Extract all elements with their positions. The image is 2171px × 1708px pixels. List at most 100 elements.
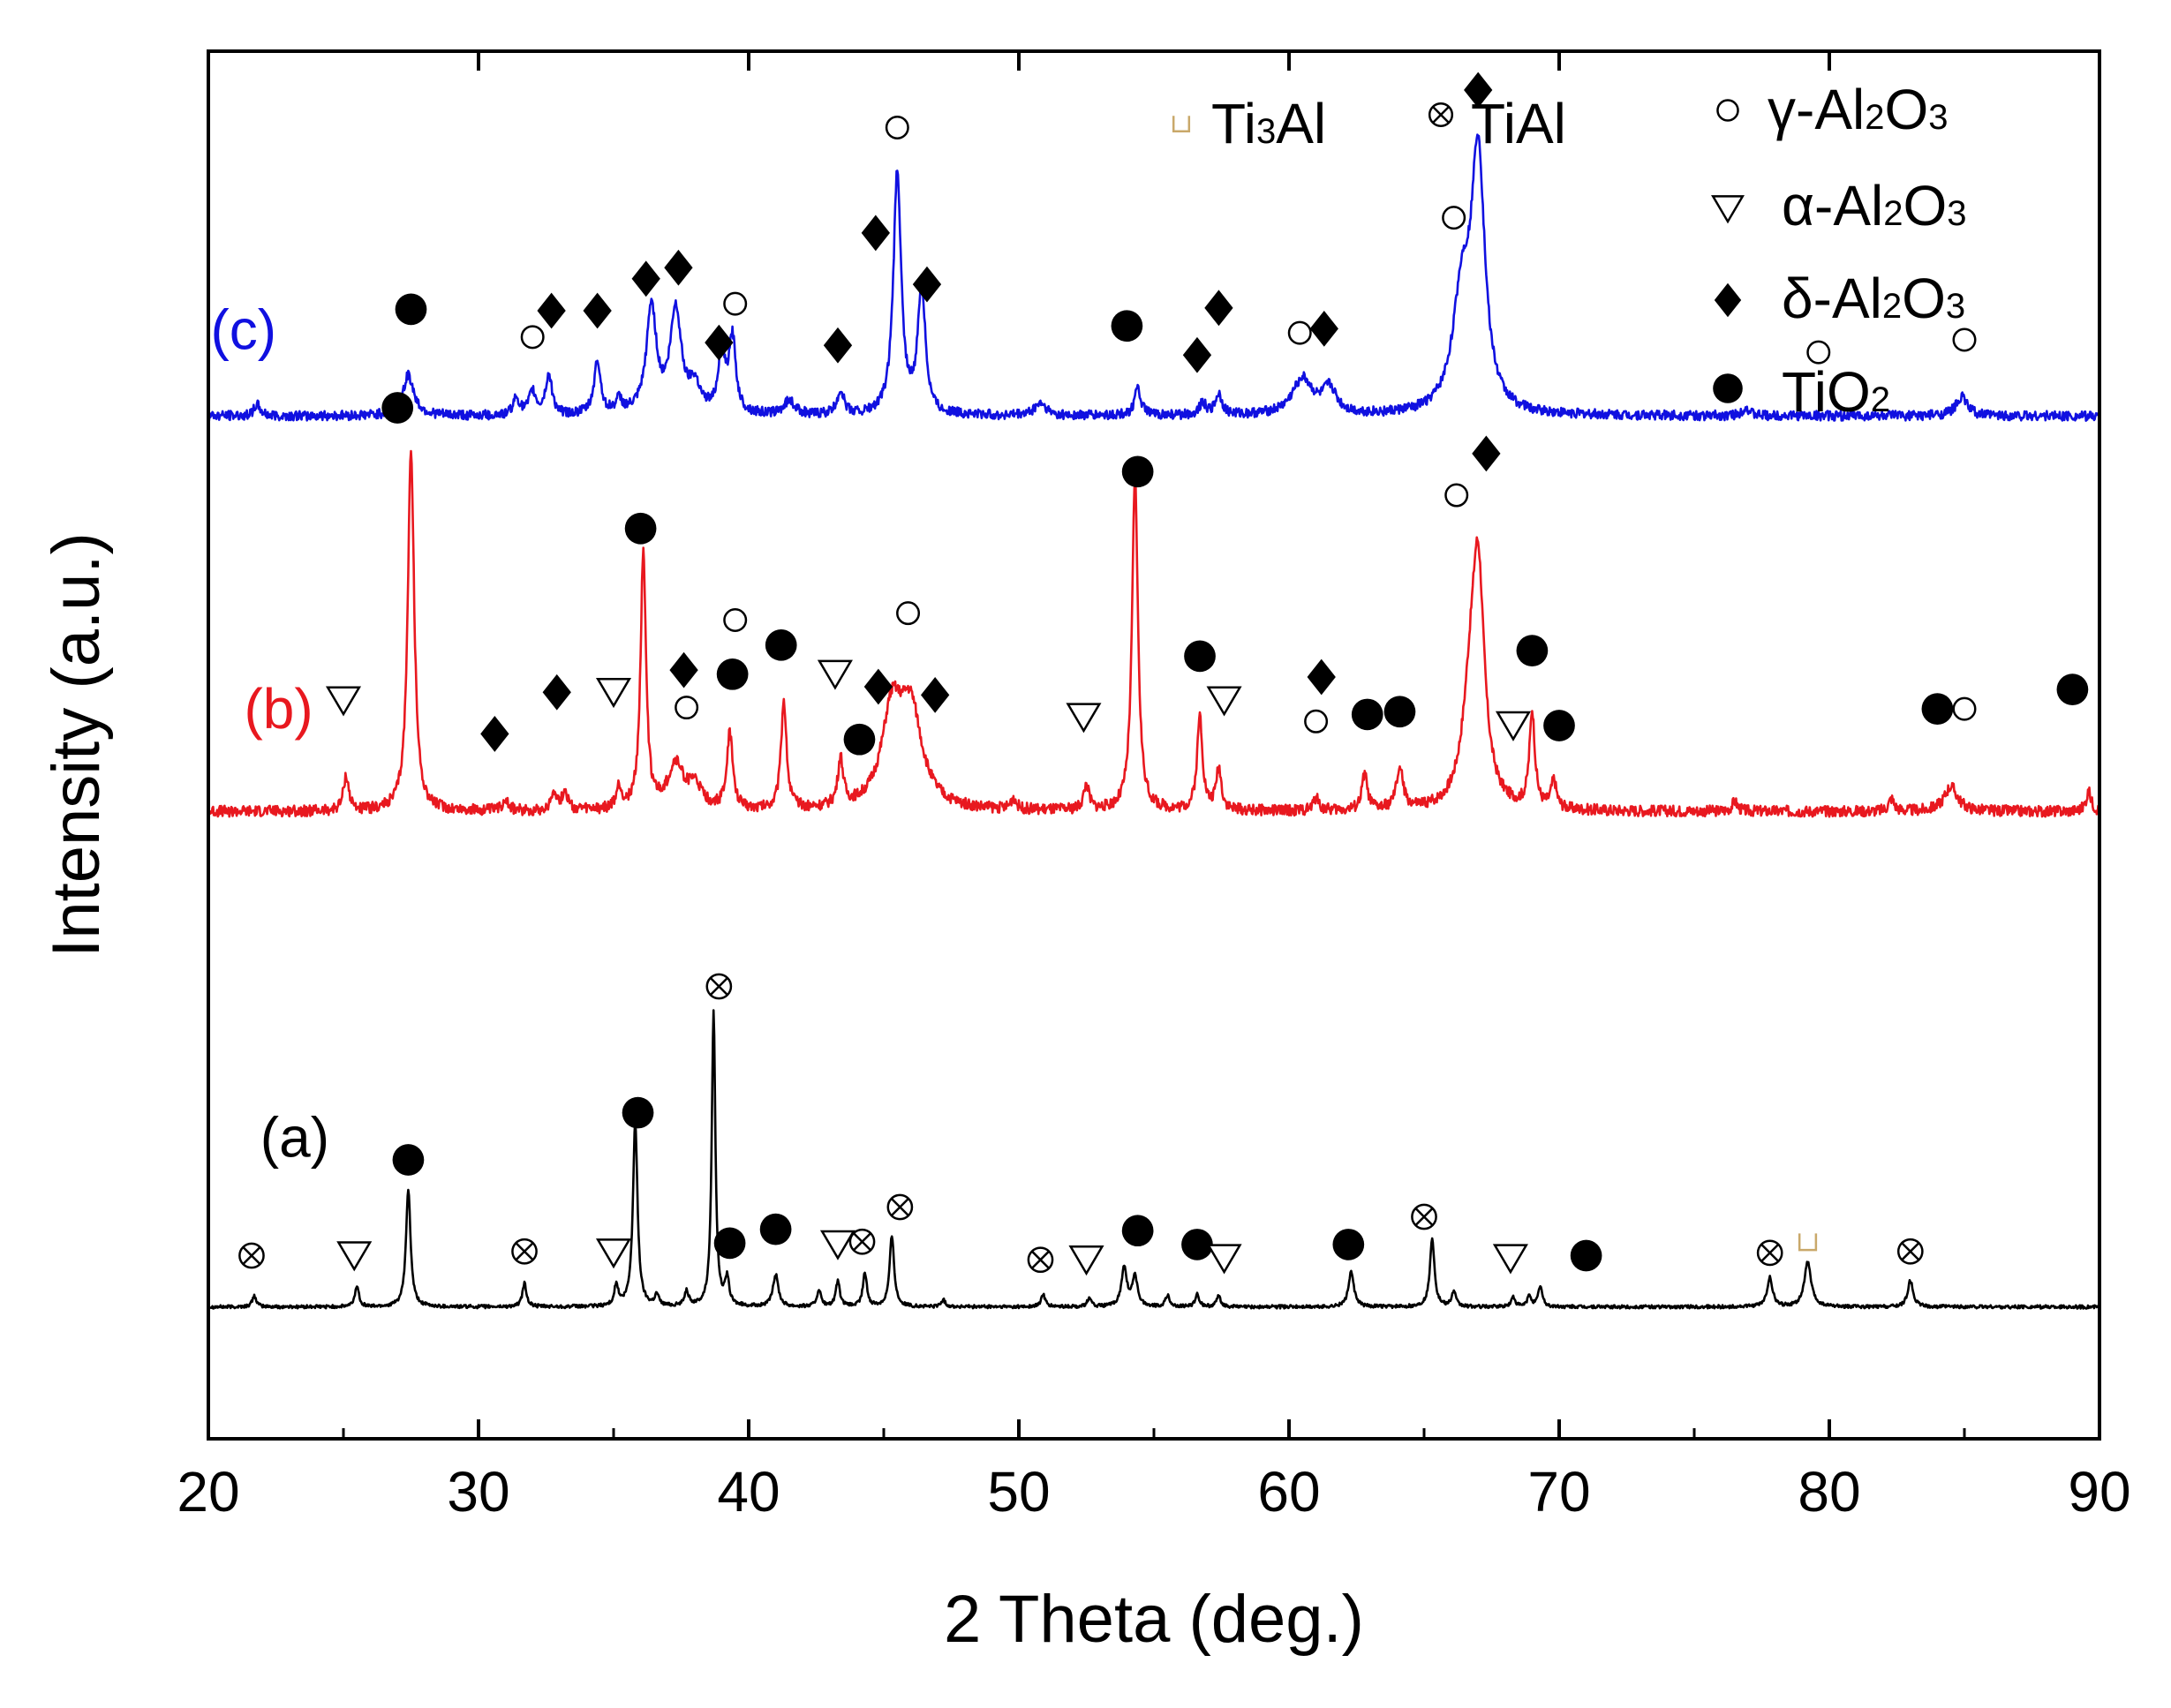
- phase-marker-0-5: [622, 1096, 654, 1129]
- phase-marker-1-5: [624, 512, 657, 545]
- legend-label-1: TiAl: [1471, 92, 1566, 155]
- phase-marker-2-17: [1442, 206, 1466, 230]
- phase-marker-0-13: [1068, 1245, 1104, 1276]
- phase-marker-2-5: [664, 249, 693, 286]
- phase-marker-1-8: [716, 658, 749, 690]
- phase-marker-2-12: [1111, 310, 1143, 342]
- legend-entry-2: γ-Al2O3: [1716, 78, 1949, 141]
- phase-marker-1-18: [1184, 640, 1216, 673]
- legend-marker-4: [1714, 282, 1742, 318]
- phase-marker-1-22: [1351, 698, 1383, 731]
- phase-marker-2-15: [1287, 320, 1312, 345]
- series-line-2: [207, 133, 2101, 422]
- phase-marker-0-16: [1206, 1244, 1242, 1275]
- phase-marker-0-8: [759, 1213, 792, 1245]
- phase-marker-1-26: [1516, 635, 1549, 666]
- phase-marker-0-19: [1492, 1244, 1528, 1275]
- phase-marker-0-2: [392, 1144, 425, 1176]
- x-tick-label-0: 20: [177, 1460, 239, 1524]
- phase-marker-1-29: [1921, 693, 1954, 725]
- phase-marker-2-6: [705, 324, 734, 361]
- phase-marker-2-2: [537, 292, 566, 329]
- phase-marker-1-3: [542, 673, 571, 711]
- legend-entry-1: TiAl: [1428, 92, 1566, 155]
- phase-marker-1-15: [920, 677, 950, 713]
- legend-entry-4: δ-Al2O3: [1714, 267, 1965, 330]
- phase-marker-1-17: [1121, 455, 1154, 488]
- legend-marker-5: [1713, 373, 1743, 403]
- phase-marker-0-9: [819, 1230, 856, 1260]
- phase-marker-0-3: [511, 1238, 538, 1265]
- x-tick-label-5: 70: [1527, 1460, 1590, 1524]
- legend-label-5: TiO2: [1782, 360, 1890, 424]
- series-line-1: [207, 449, 2100, 818]
- marker-layer: [238, 71, 2089, 1276]
- phase-marker-1-27: [1495, 711, 1532, 741]
- phase-marker-1-6: [675, 696, 699, 720]
- series-layer: [207, 133, 2101, 1310]
- legend-label-3: α-Al2O3: [1782, 174, 1967, 237]
- phase-marker-1-24: [1444, 483, 1469, 508]
- phase-marker-1-20: [1304, 709, 1329, 734]
- phase-marker-2-19: [1806, 340, 1831, 365]
- phase-marker-0-22: [1798, 1233, 1818, 1252]
- x-tick-label-1: 30: [447, 1460, 509, 1524]
- phase-marker-1-19: [1206, 686, 1242, 717]
- legend-label-4: δ-Al2O3: [1782, 267, 1965, 330]
- phase-marker-1-7: [669, 651, 698, 688]
- x-tick-label-7: 90: [2068, 1460, 2130, 1524]
- phase-marker-2-14: [1204, 290, 1233, 327]
- phase-marker-2-7: [723, 291, 748, 316]
- phase-marker-2-1: [520, 325, 545, 350]
- phase-marker-1-10: [765, 628, 797, 661]
- phase-marker-2-13: [1182, 336, 1212, 373]
- legend: Ti3Al TiAl γ-Al2O3 α-Al2O3 δ-Al2O3 TiO2: [1172, 78, 1967, 424]
- phase-marker-1-25: [1472, 435, 1501, 472]
- phase-marker-0-15: [1181, 1229, 1213, 1260]
- legend-marker-0: [1172, 116, 1191, 133]
- phase-marker-0-10: [848, 1228, 876, 1255]
- series-line-0: [207, 1009, 2101, 1310]
- legend-marker-1: [1428, 102, 1454, 128]
- series-label-2: (c): [210, 298, 276, 362]
- legend-entry-0: Ti3Al: [1172, 92, 1326, 155]
- x-tick-label-2: 40: [717, 1460, 780, 1524]
- phase-marker-2-11: [912, 266, 942, 303]
- phase-marker-1-12: [843, 723, 876, 756]
- x-tick-label-3: 50: [987, 1460, 1050, 1524]
- series-label-layer: (a) (b) (c): [210, 298, 329, 1170]
- phase-marker-1-0: [325, 686, 362, 717]
- x-tick-label-4: 60: [1257, 1460, 1320, 1524]
- y-axis-title: Intensity (a.u.): [39, 532, 114, 958]
- phase-marker-0-11: [886, 1193, 914, 1221]
- legend-marker-2: [1716, 99, 1739, 122]
- phase-marker-1-30: [1952, 696, 1977, 721]
- phase-marker-0-23: [1896, 1238, 1924, 1265]
- phase-marker-2-3: [583, 292, 612, 329]
- series-label-1: (b): [244, 677, 313, 741]
- phase-marker-1-14: [896, 601, 921, 626]
- legend-entry-3: α-Al2O3: [1711, 174, 1967, 237]
- legend-entry-5: TiO2: [1713, 360, 1890, 424]
- phase-marker-0-6: [705, 973, 733, 1000]
- phase-marker-1-21: [1307, 658, 1336, 696]
- phase-marker-0-7: [713, 1227, 746, 1260]
- phase-marker-2-20: [1952, 327, 1977, 352]
- phase-marker-0-0: [238, 1242, 265, 1269]
- phase-marker-2-4: [631, 260, 660, 297]
- x-tick-label-6: 80: [1798, 1460, 1860, 1524]
- phase-marker-0-17: [1332, 1229, 1365, 1260]
- legend-label-2: γ-Al2O3: [1768, 78, 1949, 141]
- phase-marker-0-18: [1411, 1203, 1437, 1230]
- phase-marker-1-4: [595, 678, 632, 709]
- legend-marker-3: [1711, 195, 1745, 224]
- phase-marker-2-16: [1309, 311, 1338, 347]
- phase-marker-2-9: [861, 214, 890, 252]
- x-axis-title: 2 Theta (deg.): [944, 1582, 1364, 1657]
- phase-marker-2-0: [395, 293, 427, 326]
- phase-marker-0-21: [1756, 1239, 1783, 1267]
- x-axis-ticks: 20 30 40 50 60 70 80 90: [177, 51, 2131, 1524]
- phase-marker-0-14: [1121, 1215, 1154, 1247]
- phase-marker-1-13: [863, 668, 893, 705]
